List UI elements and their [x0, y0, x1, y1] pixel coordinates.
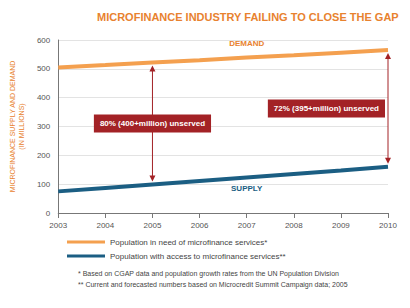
svg-text:(IN MILLIONS): (IN MILLIONS): [18, 103, 26, 149]
svg-text:600: 600: [37, 36, 51, 45]
svg-text:2010: 2010: [379, 221, 397, 230]
svg-text:72% (395+million) unserved: 72% (395+million) unserved: [274, 104, 379, 113]
svg-text:2007: 2007: [238, 221, 256, 230]
svg-text:MICROFINANCE INDUSTRY FAILING: MICROFINANCE INDUSTRY FAILING TO CLOSE T…: [97, 11, 399, 23]
svg-text:2009: 2009: [332, 221, 350, 230]
svg-text:80% (400+million) unserved: 80% (400+million) unserved: [100, 119, 205, 128]
svg-text:2008: 2008: [285, 221, 303, 230]
svg-text:200: 200: [37, 151, 51, 160]
svg-text:2004: 2004: [96, 221, 114, 230]
svg-text:Population with access to micr: Population with access to microfinance s…: [110, 252, 286, 261]
svg-text:** Current and forecasted numb: ** Current and forecasted numbers based …: [78, 281, 348, 289]
svg-text:500: 500: [37, 64, 51, 73]
svg-text:Population in need of microfin: Population in need of microfinance servi…: [110, 238, 267, 247]
svg-text:DEMAND: DEMAND: [229, 39, 264, 48]
svg-text:SUPPLY: SUPPLY: [231, 184, 263, 193]
svg-text:* Based on CGAP data and popul: * Based on CGAP data and population grow…: [78, 270, 339, 278]
svg-text:2005: 2005: [144, 221, 162, 230]
svg-text:300: 300: [37, 122, 51, 131]
svg-text:400: 400: [37, 93, 51, 102]
svg-text:2003: 2003: [49, 221, 67, 230]
svg-text:100: 100: [37, 180, 51, 189]
svg-text:MICROFINANCE SUPPLY AND DEMAND: MICROFINANCE SUPPLY AND DEMAND: [9, 61, 16, 193]
svg-text:0: 0: [46, 209, 51, 218]
svg-text:2006: 2006: [191, 221, 209, 230]
